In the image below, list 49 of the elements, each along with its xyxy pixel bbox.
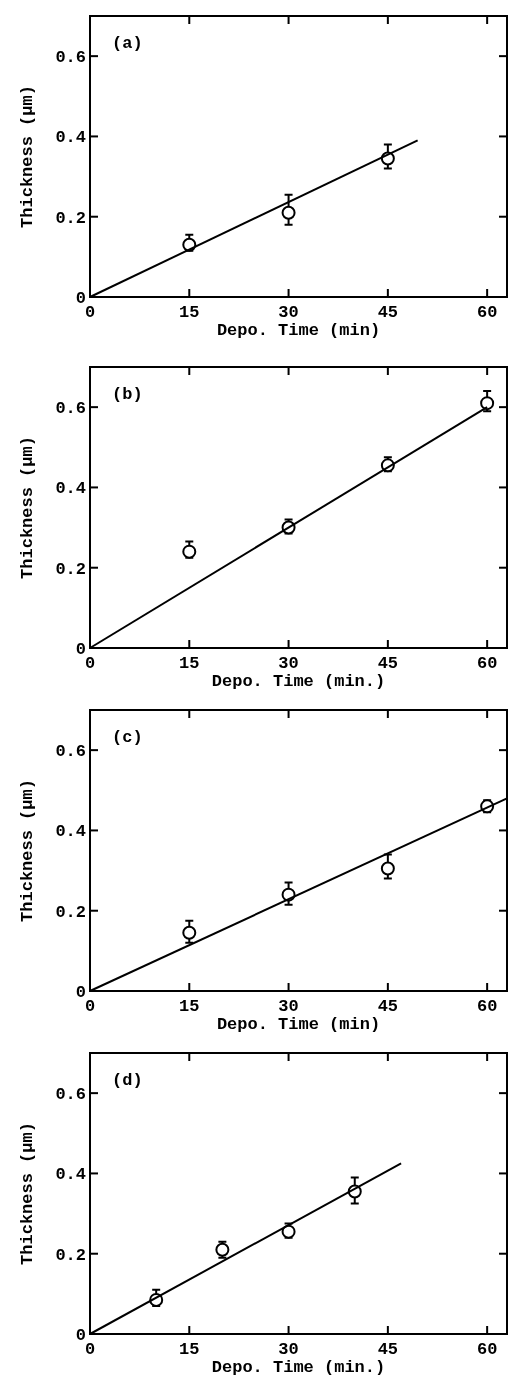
- x-axis-title: Depo. Time (min.): [211, 1358, 386, 1377]
- x-tick-label: 45: [377, 303, 399, 322]
- annotation: (b): [112, 385, 143, 404]
- point: [182, 925, 197, 940]
- x-tick-label: 15: [179, 303, 200, 322]
- x-tick-label: 45: [377, 997, 399, 1016]
- y-axis-title: Thickness (μm): [18, 779, 37, 922]
- y-tick-label: 0: [75, 289, 86, 308]
- x-axis-title: Depo. Time (min): [216, 1015, 381, 1034]
- y-tick-label: 0.2: [55, 1245, 86, 1265]
- y-tick-label: 0.6: [55, 399, 86, 419]
- y-tick-label: 0.4: [55, 128, 86, 148]
- point: [380, 861, 395, 876]
- point: [480, 396, 495, 411]
- y-tick-label: 0.2: [55, 902, 86, 922]
- x-tick-label: 60: [476, 997, 498, 1016]
- point: [281, 205, 296, 220]
- x-tick-label: 60: [476, 303, 498, 322]
- x-tick-label: 30: [278, 303, 299, 322]
- y-tick-label: 0.6: [55, 1085, 86, 1105]
- y-tick-label: 0.4: [55, 479, 86, 499]
- x-tick-label: 45: [377, 1340, 399, 1359]
- x-axis-title: Depo. Time (min): [216, 321, 381, 340]
- x-tick-label: 15: [179, 1340, 200, 1359]
- x-tick-label: 15: [179, 997, 200, 1016]
- x-axis-title: Depo. Time (min.): [211, 672, 386, 691]
- y-axis-title: Thickness (μm): [18, 1122, 37, 1265]
- y-tick-label: 0.6: [55, 742, 86, 762]
- x-tick-label: 60: [476, 1340, 498, 1359]
- x-tick-label: 30: [278, 1340, 299, 1359]
- y-tick-label: 0: [75, 1326, 86, 1345]
- y-tick-label: 0: [75, 983, 86, 1002]
- y-tick-label: 0.6: [55, 48, 86, 68]
- annotation: (c): [112, 728, 143, 747]
- x-tick-label: 60: [476, 654, 498, 673]
- x-tick-label: 15: [179, 654, 200, 673]
- y-tick-label: 0.4: [55, 822, 86, 842]
- y-tick-label: 0.4: [55, 1165, 86, 1185]
- point: [182, 544, 197, 559]
- y-axis-title: Thickness (μm): [18, 85, 37, 228]
- annotation: (a): [112, 34, 143, 53]
- y-tick-label: 0.2: [55, 208, 86, 228]
- y-tick-label: 0: [75, 640, 86, 659]
- y-tick-label: 0.2: [55, 559, 86, 579]
- annotation: (d): [112, 1071, 143, 1090]
- x-tick-label: 30: [278, 654, 299, 673]
- x-tick-label: 30: [278, 997, 299, 1016]
- y-axis-title: Thickness (μm): [18, 436, 37, 579]
- x-tick-label: 45: [377, 654, 399, 673]
